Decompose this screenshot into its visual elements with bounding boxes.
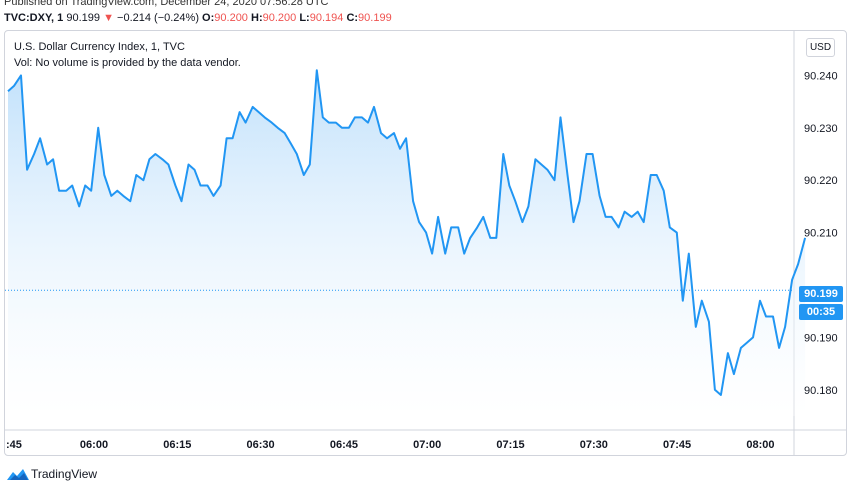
y-tick-label: 90.190	[804, 332, 838, 344]
tradingview-logo-icon[interactable]	[6, 467, 30, 481]
x-tick-label: 08:00	[746, 439, 774, 451]
legend-volume-note: Vol: No volume is provided by the data v…	[14, 57, 241, 69]
low-label: L:	[299, 12, 310, 24]
x-tick-label: 07:45	[663, 439, 691, 451]
last-price: 90.199	[66, 12, 101, 24]
tradingview-brand[interactable]: TradingView	[31, 467, 98, 481]
y-tick-label: 90.230	[804, 123, 838, 135]
legend-title: U.S. Dollar Currency Index, 1, TVC	[14, 41, 185, 53]
price-line	[7, 69, 807, 396]
high-value: 90.200	[262, 12, 297, 24]
x-tick-label: 07:15	[496, 439, 524, 451]
open-value: 90.200	[214, 12, 248, 24]
change-value: −0.214 (−0.24%)	[117, 12, 199, 24]
countdown-badge: 00:35	[799, 304, 843, 320]
y-tick-label: 90.240	[804, 70, 838, 82]
x-tick-label: 06:15	[163, 439, 191, 451]
high-label: H:	[251, 12, 263, 24]
x-tick-label: 06:30	[247, 439, 275, 451]
published-line: Published on TradingView.com, December 2…	[4, 0, 329, 8]
close-value: 90.199	[358, 12, 392, 24]
x-tick-label: 06:45	[330, 439, 358, 451]
x-tick-label: 07:00	[413, 439, 441, 451]
y-tick-label: 90.210	[804, 228, 838, 240]
open-label: O:	[202, 12, 215, 24]
close-label: C:	[346, 12, 359, 24]
currency-button[interactable]: USD	[806, 38, 835, 57]
x-tick-label: :45	[6, 439, 22, 451]
symbol-label: TVC:DXY, 1	[4, 12, 64, 24]
price-area-fill	[8, 70, 806, 416]
low-value: 90.194	[309, 12, 344, 24]
x-tick-label: 06:00	[80, 439, 108, 451]
y-tick-label: 90.180	[804, 385, 838, 397]
y-tick-label: 90.220	[804, 175, 838, 187]
last-price-badge: 90.199	[799, 286, 843, 302]
x-tick-label: 07:30	[580, 439, 608, 451]
down-arrow-icon: ▼	[103, 12, 114, 24]
ticker-line: TVC:DXY, 1 90.199 ▼ −0.214 (−0.24%) O:90…	[4, 12, 392, 24]
